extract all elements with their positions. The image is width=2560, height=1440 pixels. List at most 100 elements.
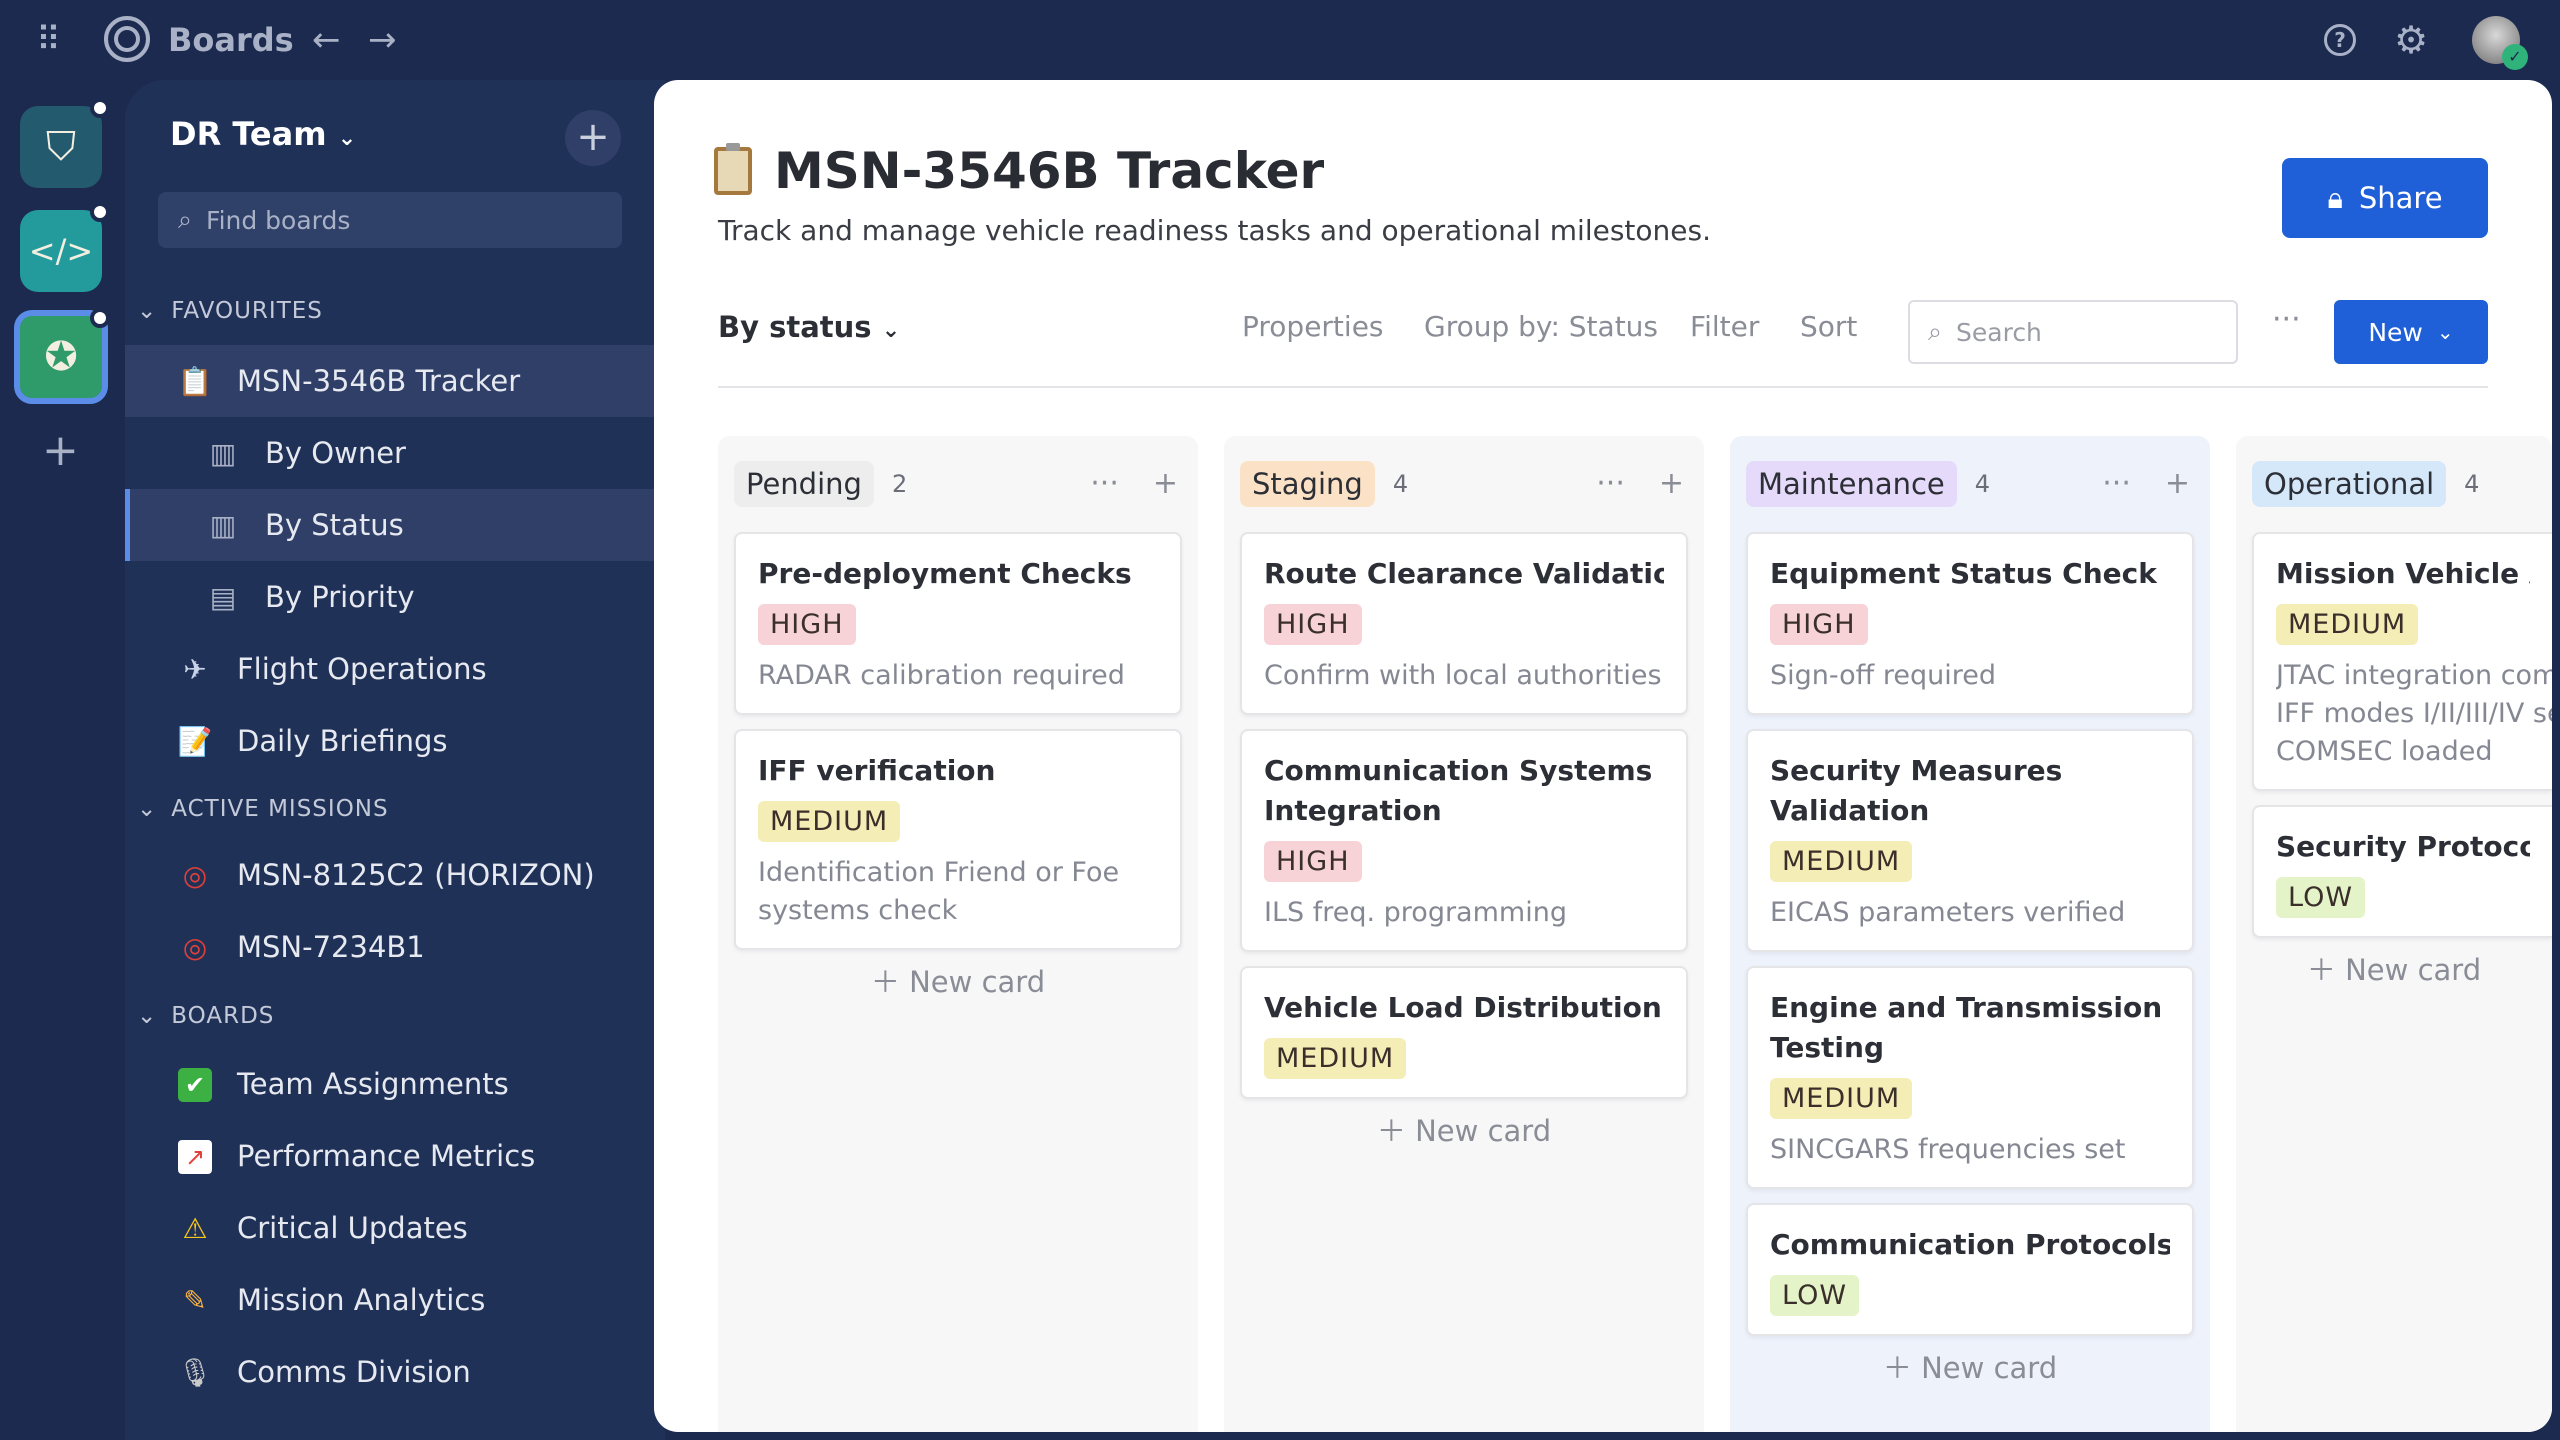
sidebar-item-comms-division[interactable]: 🎙 Comms Division: [125, 1336, 655, 1408]
card[interactable]: Communication Systems Integration HIGH I…: [1240, 729, 1688, 952]
card[interactable]: Equipment Status Check HIGH Sign-off req…: [1746, 532, 2194, 715]
priority-badge: HIGH: [758, 604, 856, 645]
workspace-code[interactable]: </>: [20, 202, 110, 292]
card[interactable]: Mission Vehicle Assignment MEDIUM JTAC i…: [2252, 532, 2552, 791]
share-button[interactable]: 🔒︎ Share: [2282, 158, 2488, 238]
column-header: Pending 2 ··· +: [718, 436, 1198, 532]
sidebar-item-label: MSN-3546B Tracker: [237, 364, 521, 398]
sidebar-item-label: Mission Analytics: [237, 1283, 486, 1317]
sidebar-item-daily-briefings[interactable]: 📝 Daily Briefings: [125, 705, 655, 777]
section-favourites[interactable]: ⌄ FAVOURITES: [137, 298, 323, 324]
column-title: Maintenance: [1746, 461, 1957, 507]
column-add-icon[interactable]: +: [1658, 466, 1684, 501]
share-label: Share: [2358, 181, 2443, 215]
column-add-icon[interactable]: +: [2164, 466, 2190, 501]
column-more-icon[interactable]: ···: [2102, 466, 2131, 501]
sidebar-item-mission-analytics[interactable]: ✎ Mission Analytics: [125, 1264, 655, 1336]
sidebar-item-by-status[interactable]: ▥ By Status: [125, 489, 655, 561]
column-header: Maintenance 4 ··· +: [1730, 436, 2210, 532]
sidebar-item-by-owner[interactable]: ▥ By Owner: [125, 417, 655, 489]
sidebar-item-msn-8125c2[interactable]: ◎ MSN-8125C2 (HORIZON): [125, 839, 655, 911]
card[interactable]: Vehicle Load Distribution MEDIUM: [1240, 966, 1688, 1099]
column-more-icon[interactable]: ···: [1596, 466, 1625, 501]
priority-badge: HIGH: [1264, 604, 1362, 645]
team-switcher[interactable]: DR Team ⌄: [170, 115, 356, 153]
card-description: EICAS parameters verified: [1770, 897, 2126, 928]
back-arrow-icon[interactable]: ←: [312, 20, 341, 60]
search-input[interactable]: ⌕ Search: [1908, 300, 2238, 364]
sidebar-item-team-assignments[interactable]: ✔ Team Assignments: [125, 1048, 655, 1120]
board-view-icon: ▥: [209, 508, 237, 542]
page-subtitle: Track and manage vehicle readiness tasks…: [718, 214, 1711, 247]
column-title: Staging: [1240, 461, 1375, 507]
column-more-icon[interactable]: ···: [1090, 466, 1119, 501]
memo-icon: 📝: [177, 724, 213, 758]
view-selector[interactable]: By status ⌄: [718, 310, 900, 344]
new-button[interactable]: New ⌄: [2334, 300, 2488, 364]
new-card-button[interactable]: ＋ New card: [1730, 1350, 2210, 1386]
column-pending: Pending 2 ··· + Pre-deployment Checks HIG…: [718, 436, 1198, 1432]
target-icon: ◎: [182, 858, 208, 892]
column-title: Operational: [2252, 461, 2447, 507]
add-workspace-icon[interactable]: +: [42, 425, 79, 476]
card[interactable]: Communication Protocols LOW: [1746, 1203, 2194, 1336]
sidebar-item-by-priority[interactable]: ▤ By Priority: [125, 561, 655, 633]
card[interactable]: Pre-deployment Checks HIGH RADAR calibra…: [734, 532, 1182, 715]
workspace-star[interactable]: ✪: [14, 308, 110, 404]
sidebar-item-critical-updates[interactable]: ⚠ Critical Updates: [125, 1192, 655, 1264]
card[interactable]: Security Protocol Review LOW: [2252, 805, 2552, 938]
priority-badge: LOW: [1770, 1275, 1860, 1316]
new-card-label: New card: [909, 965, 1046, 999]
priority-badge: MEDIUM: [2276, 604, 2419, 645]
avatar[interactable]: ✓: [2472, 16, 2528, 70]
forward-arrow-icon[interactable]: →: [368, 20, 397, 60]
sidebar: DR Team ⌄ + ⌕ Find boards ⌄ FAVOURITES 📋 MS…: [125, 80, 665, 1440]
sidebar-item-label: Comms Division: [237, 1355, 471, 1389]
column-add-icon[interactable]: +: [1152, 466, 1178, 501]
card[interactable]: Security Measures Validation MEDIUM EICA…: [1746, 729, 2194, 952]
new-card-label: New card: [1415, 1114, 1552, 1148]
shield-check-icon: ⛉: [46, 124, 76, 170]
plus-icon: ＋: [1882, 1351, 1912, 1385]
section-boards[interactable]: ⌄ BOARDS: [137, 1003, 274, 1029]
filter-button[interactable]: Filter: [1690, 310, 1760, 343]
sidebar-item-msn-7234b1[interactable]: ◎ MSN-7234B1: [125, 911, 655, 983]
group-by-button[interactable]: Group by: Status: [1424, 310, 1659, 343]
star-badge-icon: ✪: [44, 334, 78, 380]
more-options-button[interactable]: ···: [2272, 302, 2301, 337]
target-logo-icon: [104, 16, 150, 62]
sidebar-item-label: By Priority: [265, 580, 415, 614]
target-icon: ◎: [182, 930, 208, 964]
section-active-missions[interactable]: ⌄ ACTIVE MISSIONS: [137, 796, 389, 822]
find-boards-input[interactable]: ⌕ Find boards: [158, 192, 622, 248]
new-card-button[interactable]: ＋ New card: [718, 964, 1198, 1000]
card-title: Equipment Status Check: [1770, 557, 2157, 590]
microphone-icon: 🎙: [177, 1355, 213, 1389]
new-card-button[interactable]: ＋ New card: [2236, 952, 2552, 988]
properties-button[interactable]: Properties: [1242, 310, 1384, 343]
add-board-button[interactable]: +: [565, 110, 621, 166]
sidebar-item-tracker[interactable]: 📋 MSN-3546B Tracker: [125, 345, 655, 417]
new-card-button[interactable]: ＋ New card: [1224, 1113, 1704, 1149]
card-description: RADAR calibration required: [758, 660, 1125, 691]
sidebar-item-performance-metrics[interactable]: ↗ Performance Metrics: [125, 1120, 655, 1192]
view-label: By status: [718, 310, 872, 344]
page-title: MSN-3546B Tracker: [714, 142, 1324, 200]
apps-grid-icon[interactable]: ⠿: [36, 20, 61, 60]
sidebar-item-flight-operations[interactable]: ✈ Flight Operations: [125, 633, 655, 705]
clipboard-icon: 📋: [177, 364, 213, 398]
pencil-icon: ✎: [183, 1283, 207, 1317]
workspace-shield[interactable]: ⛉: [20, 98, 110, 188]
column-staging: Staging 4 ··· + Route Clearance Validatio…: [1224, 436, 1704, 1432]
settings-icon[interactable]: ⚙: [2394, 18, 2429, 62]
help-icon[interactable]: ?: [2324, 24, 2356, 56]
airplane-icon: ✈: [183, 652, 207, 686]
sort-button[interactable]: Sort: [1800, 310, 1858, 343]
priority-badge: MEDIUM: [1770, 841, 1913, 882]
card[interactable]: Route Clearance Validation HIGH Confirm …: [1240, 532, 1688, 715]
sidebar-item-label: MSN-8125C2 (HORIZON): [237, 858, 595, 892]
priority-badge: HIGH: [1264, 841, 1362, 882]
card[interactable]: Engine and Transmission Testing MEDIUM S…: [1746, 966, 2194, 1189]
card-title: Communication Systems Integration: [1264, 754, 1653, 827]
card[interactable]: IFF verification MEDIUM Identification F…: [734, 729, 1182, 950]
